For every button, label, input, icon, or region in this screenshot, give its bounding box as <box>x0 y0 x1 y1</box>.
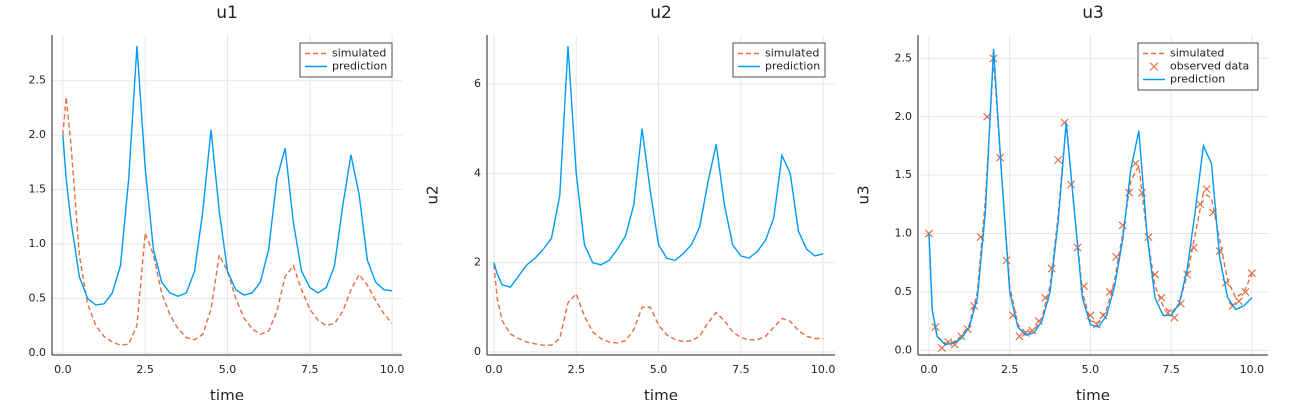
x-tick-label: 5.0 <box>1082 363 1100 376</box>
line-series <box>62 96 393 346</box>
line-series <box>928 58 1253 345</box>
y-tick-label: 0.5 <box>29 291 47 304</box>
x-tick-label: 7.5 <box>732 363 750 376</box>
y-tick-label: 0.0 <box>895 343 913 356</box>
scatter-point <box>1054 155 1063 164</box>
line-series <box>928 48 1253 346</box>
y-tick-label: 1.5 <box>29 183 47 196</box>
x-tick-label: 2.5 <box>1001 363 1019 376</box>
x-tick-label: 0.0 <box>920 363 938 376</box>
scatter-point <box>1157 293 1166 302</box>
y-tick-label: 1.0 <box>895 227 913 240</box>
line-series <box>493 46 824 288</box>
scatter-point <box>937 343 946 353</box>
scatter-point <box>1196 200 1205 209</box>
scatter-point <box>1021 328 1030 337</box>
x-tick-label: 0.0 <box>54 363 72 376</box>
x-axis-label: time <box>1076 387 1110 400</box>
y-tick-label: 2.0 <box>29 128 47 141</box>
x-tick-label: 2.5 <box>567 363 585 376</box>
subplot: 0.0 2.5 5.0 7.5 10.0 0.0 0.5 1.0 1.5 2.0 2.5 u3 time… <box>855 3 1268 400</box>
plot-area <box>62 45 393 346</box>
scatter-point <box>1176 299 1185 308</box>
subplot: 0.0 2.5 5.0 7.5 10.0 0 2 4 6 u2 time u2 simulatedpre… <box>424 3 836 400</box>
scatter-point <box>957 332 966 341</box>
x-tick-label: 7.5 <box>1162 363 1180 376</box>
scatter-point <box>1125 188 1134 197</box>
scatter-point <box>950 340 959 349</box>
legend-label: prediction <box>1170 73 1225 86</box>
legend-box <box>732 42 826 78</box>
chart-title: u1 <box>216 3 238 23</box>
y-axis-label: u2 <box>424 185 442 204</box>
scatter-point <box>924 229 934 238</box>
y-tick-label: 1.0 <box>29 237 47 250</box>
y-tick-label: 0 <box>474 345 481 358</box>
line-series <box>493 264 824 346</box>
plot-area <box>924 48 1256 353</box>
plot-area <box>493 46 824 346</box>
x-tick-label: 0.0 <box>485 363 503 376</box>
y-tick-label: 4 <box>474 166 481 179</box>
scatter-point <box>1202 185 1211 194</box>
legend-label: prediction <box>332 60 387 73</box>
scatter-point <box>1047 264 1056 273</box>
legend-symbol <box>1149 62 1159 71</box>
legend-label: observed data <box>1170 60 1249 73</box>
subplot: 0.0 2.5 5.0 7.5 10.0 0.0 0.5 1.0 1.5 2.0 2.5 u1 time… <box>29 3 405 400</box>
chart-title: u3 <box>1082 3 1104 23</box>
x-tick-label: 2.5 <box>136 363 154 376</box>
y-tick-label: 0.5 <box>895 285 913 298</box>
x-tick-label: 5.0 <box>650 363 668 376</box>
legend-label: simulated <box>1170 47 1224 60</box>
scatter-point <box>1002 256 1011 265</box>
y-tick-label: 2.5 <box>895 51 913 64</box>
legend-box <box>1137 42 1259 91</box>
y-tick-label: 2 <box>474 256 481 269</box>
chart-title: u2 <box>650 3 672 23</box>
x-tick-label: 10.0 <box>1240 363 1265 376</box>
y-tick-label: 6 <box>474 77 481 90</box>
legend-box <box>299 42 393 78</box>
scatter-point <box>1241 287 1250 296</box>
y-tick-label: 2.0 <box>895 110 913 123</box>
x-tick-label: 7.5 <box>301 363 319 376</box>
line-series <box>62 45 393 306</box>
x-axis-label: time <box>210 387 244 400</box>
scatter-point <box>1189 243 1198 252</box>
y-axis-label: u3 <box>855 185 873 204</box>
legend-label: simulated <box>765 47 819 60</box>
scatter-point <box>1067 180 1076 189</box>
x-tick-label: 5.0 <box>219 363 237 376</box>
x-tick-label: 10.0 <box>380 363 405 376</box>
scatter-point <box>1144 233 1153 242</box>
scatter-point <box>1234 297 1243 306</box>
legend-label: simulated <box>332 47 386 60</box>
scatter-point <box>970 301 979 310</box>
x-tick-label: 10.0 <box>811 363 836 376</box>
scatter-point <box>1015 332 1024 341</box>
x-axis-label: time <box>644 387 678 400</box>
y-tick-label: 1.5 <box>895 168 913 181</box>
y-tick-label: 2.5 <box>29 74 47 87</box>
scatter-point <box>1247 269 1256 278</box>
y-tick-label: 0.0 <box>29 346 47 359</box>
legend-label: prediction <box>765 60 820 73</box>
